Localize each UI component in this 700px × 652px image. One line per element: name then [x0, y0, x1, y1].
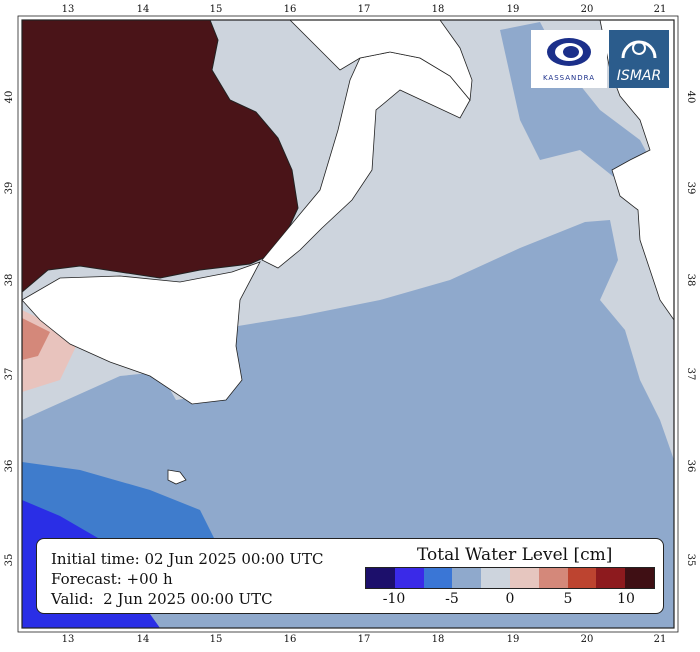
lat-tick-label: 39 — [4, 182, 15, 195]
colorbar-cell — [423, 568, 453, 588]
lon-tick-label: 14 — [137, 634, 150, 645]
lon-tick-label: 16 — [284, 634, 297, 645]
malta-island — [167, 469, 187, 485]
colorbar-tick-label: 5 — [563, 591, 573, 607]
colorbar-cell — [394, 568, 424, 588]
lon-tick-label: 20 — [581, 634, 594, 645]
forecast-text: Forecast: +00 h — [51, 570, 173, 588]
lat-tick-label: 40 — [685, 91, 696, 104]
colorbar-cell — [538, 568, 568, 588]
kassandra-logo: KASSANDRA — [531, 30, 607, 88]
colorbar — [365, 567, 655, 589]
lon-tick-label: 21 — [654, 4, 667, 15]
lat-tick-label: 35 — [4, 554, 15, 567]
lat-tick-label: 38 — [4, 274, 15, 287]
colorbar-cell — [366, 568, 395, 588]
lon-tick-label: 14 — [137, 4, 150, 15]
colorbar-title: Total Water Level [cm] — [417, 545, 613, 565]
calabria-land — [261, 51, 471, 269]
lon-tick-label: 13 — [62, 634, 75, 645]
lat-tick-label: 38 — [685, 274, 696, 287]
lon-tick-label: 18 — [432, 634, 445, 645]
colorbar-tick-label: 0 — [505, 591, 515, 607]
forecast-info: Initial time: 02 Jun 2025 00:00 UTC Fore… — [51, 549, 323, 609]
colorbar-tick-label: -10 — [382, 591, 406, 607]
coast-salmon-region — [22, 318, 50, 360]
lon-tick-label: 19 — [507, 4, 520, 15]
colorbar-cell — [596, 568, 626, 588]
colorbar-cell — [567, 568, 597, 588]
lat-tick-label: 35 — [685, 554, 696, 567]
ismar-logo: ISMAR — [609, 30, 669, 88]
lon-tick-label: 13 — [62, 4, 75, 15]
lon-tick-label: 17 — [358, 634, 371, 645]
lon-tick-label: 16 — [284, 4, 297, 15]
colorbar-tick-label: -5 — [445, 591, 459, 607]
lat-tick-label: 37 — [4, 368, 15, 381]
lon-tick-label: 21 — [654, 634, 667, 645]
sicily-land — [21, 261, 261, 405]
ismar-logo-text: ISMAR — [616, 68, 662, 84]
legend-panel: Initial time: 02 Jun 2025 00:00 UTC Fore… — [36, 538, 664, 614]
initial-time-text: Initial time: 02 Jun 2025 00:00 UTC — [51, 550, 324, 568]
colorbar-cell — [452, 568, 482, 588]
colorbar-tick-labels: -10 -5 0 5 10 — [365, 591, 655, 611]
lon-tick-label: 15 — [210, 634, 223, 645]
lon-tick-label: 17 — [358, 4, 371, 15]
colorbar-cell — [509, 568, 539, 588]
valid-time-text: Valid: 2 Jun 2025 00:00 UTC — [51, 590, 273, 608]
lat-tick-label: 36 — [4, 460, 15, 473]
colorbar-tick-label: 10 — [617, 591, 635, 607]
lon-tick-label: 19 — [507, 634, 520, 645]
lat-tick-label: 40 — [4, 91, 15, 104]
kassandra-logo-text: KASSANDRA — [542, 74, 596, 82]
colorbar-cell — [481, 568, 510, 588]
puglia-land — [289, 19, 473, 101]
lat-tick-label: 37 — [685, 368, 696, 381]
colorbar-cell — [625, 568, 654, 588]
map-frame — [21, 19, 675, 629]
lon-tick-label: 20 — [581, 4, 594, 15]
lon-tick-label: 18 — [432, 4, 445, 15]
lon-tick-label: 15 — [210, 4, 223, 15]
greece-land — [599, 19, 675, 322]
lat-tick-label: 39 — [685, 182, 696, 195]
lat-tick-label: 36 — [685, 460, 696, 473]
